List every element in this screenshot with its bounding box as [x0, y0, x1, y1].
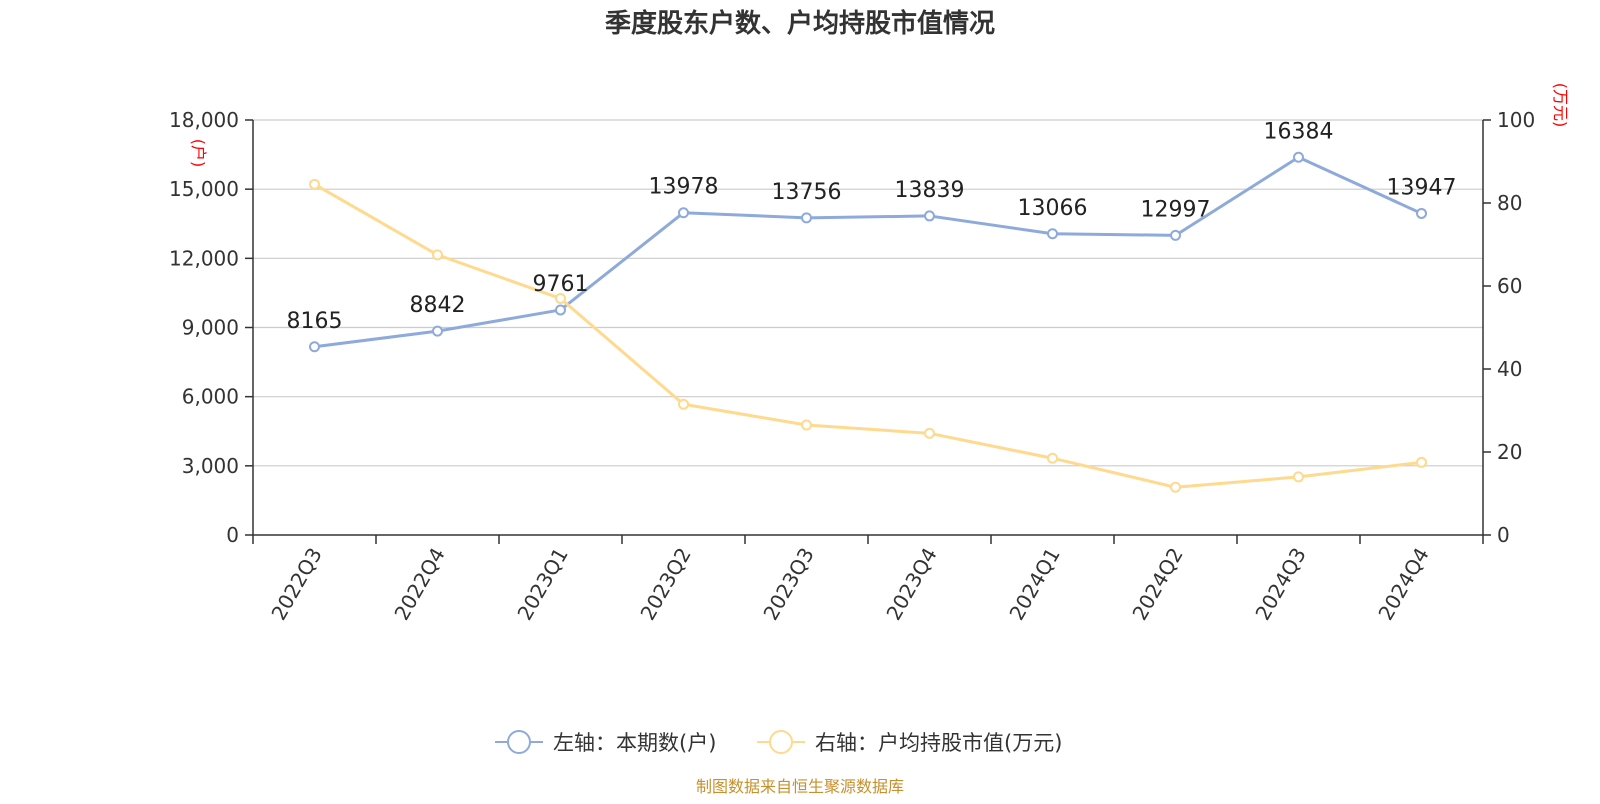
legend-marker [507, 730, 531, 754]
right-axis-unit: (万元) [1551, 83, 1570, 128]
data-point [1170, 481, 1181, 493]
series-line-1 [314, 155, 1423, 349]
left-tick-label: 9,000 [182, 316, 239, 340]
left-tick-label: 6,000 [182, 385, 239, 409]
data-point [309, 341, 320, 353]
legend-entry: 左轴：本期数(户) [553, 731, 716, 755]
x-tick-label: 2024Q4 [1373, 544, 1433, 625]
source-note: 制图数据来自恒生聚源数据库 [696, 777, 904, 796]
x-tick-label: 2024Q1 [1004, 544, 1064, 625]
data-label: 13066 [1018, 196, 1088, 221]
legend-entry: 右轴：户均持股市值(万元) [815, 731, 1062, 755]
data-label: 13978 [649, 175, 719, 200]
right-tick-label: 40 [1497, 357, 1522, 381]
chart-title: 季度股东户数、户均持股市值情况 [605, 8, 995, 39]
left-tick-label: 0 [226, 523, 239, 547]
right-tick-label: 80 [1497, 191, 1522, 215]
data-point [432, 325, 443, 337]
data-point [1293, 151, 1304, 163]
data-label: 8842 [410, 293, 466, 318]
series-line-2 [313, 183, 1422, 489]
right-tick-label: 0 [1497, 523, 1510, 547]
right-tick-label: 60 [1497, 274, 1522, 298]
data-point [924, 427, 935, 439]
data-point [555, 304, 566, 316]
x-tick-label: 2024Q3 [1250, 544, 1310, 625]
data-point [678, 398, 689, 410]
data-label: 13839 [895, 178, 965, 203]
data-label: 13947 [1387, 175, 1457, 200]
data-point [309, 178, 320, 190]
data-point [1416, 456, 1427, 468]
x-tick-label: 2023Q4 [881, 544, 941, 625]
data-point [555, 292, 566, 304]
left-tick-label: 15,000 [169, 177, 239, 201]
data-label: 9761 [533, 272, 589, 297]
left-tick-label: 12,000 [169, 246, 239, 270]
data-point [801, 212, 812, 224]
x-tick-label: 2023Q2 [635, 544, 695, 625]
x-tick-label: 2023Q3 [758, 544, 818, 625]
data-label: 12997 [1141, 197, 1211, 222]
axes: 0 3,000 6,000 9,000 12,000 15,000 18,000 0 20 40 6… [169, 83, 1570, 624]
x-tick-label: 2024Q2 [1127, 544, 1187, 625]
data-label: 16384 [1264, 119, 1334, 144]
x-tick-label: 2022Q4 [389, 544, 449, 625]
left-tick-label: 3,000 [182, 454, 239, 478]
left-tick-label: 18,000 [169, 108, 239, 132]
data-point [432, 249, 443, 261]
data-point [924, 210, 935, 222]
data-point [678, 207, 689, 219]
legend: 左轴：本期数(户) 右轴：户均持股市值(万元) [495, 730, 1062, 755]
data-label: 8165 [287, 309, 343, 334]
x-tick-label: 2022Q3 [266, 544, 326, 625]
data-label: 13756 [772, 180, 842, 205]
data-labels: 8165 8842 9761 13978 13756 13839 13066 12997 163… [287, 119, 1457, 333]
x-tick-label: 2023Q1 [512, 544, 572, 625]
data-point [1047, 452, 1058, 464]
left-axis-unit: (户) [189, 139, 208, 168]
right-tick-label: 100 [1497, 108, 1535, 132]
legend-marker [769, 730, 793, 754]
data-point [801, 419, 812, 431]
data-point [1047, 228, 1058, 240]
right-tick-label: 20 [1497, 440, 1522, 464]
data-point [1170, 229, 1181, 241]
data-point [1416, 207, 1427, 219]
series-lines [309, 151, 1427, 493]
data-point [1293, 471, 1304, 483]
